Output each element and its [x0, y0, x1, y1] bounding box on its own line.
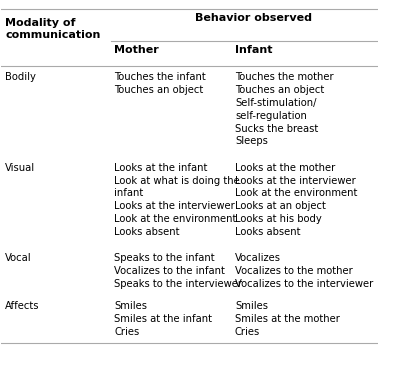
Text: Looks at the infant
Look at what is doing the
infant
Looks at the interviewer
Lo: Looks at the infant Look at what is doin…	[114, 163, 240, 237]
Text: Infant: Infant	[235, 45, 272, 55]
Text: Touches the mother
Touches an object
Self-stimulation/
self-regulation
Sucks the: Touches the mother Touches an object Sel…	[235, 72, 334, 146]
Text: Modality of
communication: Modality of communication	[5, 18, 100, 40]
Text: Looks at the mother
Looks at the interviewer
Look at the environment
Looks at an: Looks at the mother Looks at the intervi…	[235, 163, 357, 237]
Text: Touches the infant
Touches an object: Touches the infant Touches an object	[114, 72, 206, 95]
Text: Mother: Mother	[114, 45, 159, 55]
Text: Smiles
Smiles at the infant
Cries: Smiles Smiles at the infant Cries	[114, 301, 212, 337]
Text: Visual: Visual	[5, 163, 35, 173]
Text: Speaks to the infant
Vocalizes to the infant
Speaks to the interviewer: Speaks to the infant Vocalizes to the in…	[114, 253, 242, 289]
Text: Smiles
Smiles at the mother
Cries: Smiles Smiles at the mother Cries	[235, 301, 340, 337]
Text: Vocalizes
Vocalizes to the mother
Vocalizes to the interviewer: Vocalizes Vocalizes to the mother Vocali…	[235, 253, 373, 289]
Text: Bodily: Bodily	[5, 72, 36, 82]
Text: Affects: Affects	[5, 301, 40, 311]
Text: Vocal: Vocal	[5, 253, 32, 263]
Text: Behavior observed: Behavior observed	[195, 13, 312, 23]
